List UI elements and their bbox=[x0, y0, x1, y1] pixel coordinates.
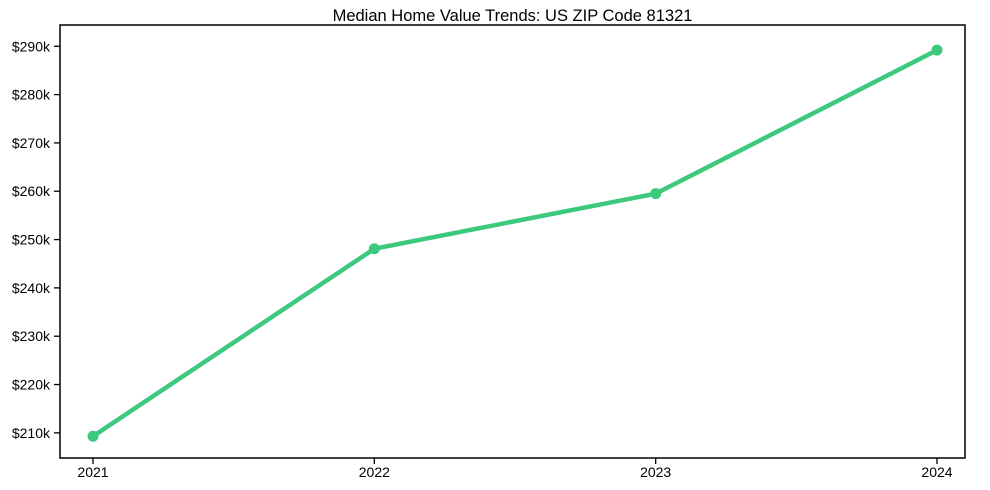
plot-border bbox=[59, 24, 966, 459]
data-point-2024 bbox=[931, 44, 943, 56]
data-point-2021 bbox=[87, 430, 99, 442]
y-tick-label: $210k bbox=[12, 425, 51, 441]
y-tick-label: $280k bbox=[12, 87, 51, 103]
x-tick-label: 2022 bbox=[359, 464, 390, 480]
y-tick-label: $240k bbox=[12, 280, 51, 296]
y-tick-label: $220k bbox=[12, 377, 51, 393]
x-tick-label: 2023 bbox=[640, 464, 671, 480]
x-tick-label: 2024 bbox=[921, 464, 952, 480]
y-tick-label: $270k bbox=[12, 135, 51, 151]
x-tick-label: 2021 bbox=[77, 464, 108, 480]
data-point-2022 bbox=[368, 243, 380, 255]
y-tick-label: $230k bbox=[12, 328, 51, 344]
data-point-2023 bbox=[650, 188, 662, 200]
y-tick-label: $250k bbox=[12, 232, 51, 248]
chart-title: Median Home Value Trends: US ZIP Code 81… bbox=[333, 7, 693, 25]
y-tick-label: $290k bbox=[12, 38, 51, 54]
trend-line bbox=[90, 47, 940, 439]
y-tick-label: $260k bbox=[12, 183, 51, 199]
